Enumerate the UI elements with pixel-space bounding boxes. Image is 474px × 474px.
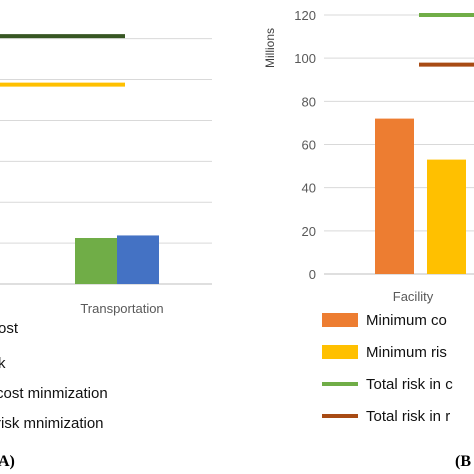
- y-axis-title: Millions: [263, 28, 277, 68]
- y-tick-label: 40: [302, 181, 316, 196]
- panel-a-chart: Transportation ost k cost minmization risk m…: [0, 34, 212, 470]
- panel-label: (B: [455, 453, 471, 470]
- y-tick-label: 120: [294, 8, 316, 23]
- bar: [117, 235, 159, 284]
- legend-swatch: [322, 345, 358, 359]
- category-label: Facility: [393, 289, 434, 304]
- legend-label: Minimum ris: [366, 344, 447, 361]
- legend-label: Minimum co: [366, 312, 447, 329]
- legend-label: Total risk in r: [366, 408, 450, 425]
- category-label: Transportation: [80, 301, 163, 316]
- legend-label: ost: [0, 320, 19, 337]
- legend-label: k: [0, 355, 6, 372]
- bar: [375, 118, 414, 274]
- bar: [75, 238, 117, 284]
- legend-swatch: [322, 313, 358, 327]
- y-tick-label: 100: [294, 51, 316, 66]
- bar: [427, 159, 466, 274]
- legend-label: cost minmization: [0, 385, 108, 402]
- legend-label: Total risk in c: [366, 376, 453, 393]
- legend-label: risk mnimization: [0, 415, 104, 432]
- y-tick-label: 0: [309, 267, 316, 282]
- y-tick-label: 60: [302, 138, 316, 153]
- y-tick-label: 20: [302, 224, 316, 239]
- y-tick-label: 80: [302, 94, 316, 109]
- panel-label: A): [0, 453, 15, 470]
- panel-b-chart: 0 20 40 60 80 100 120 Millions Facility Minimum c…: [263, 8, 474, 470]
